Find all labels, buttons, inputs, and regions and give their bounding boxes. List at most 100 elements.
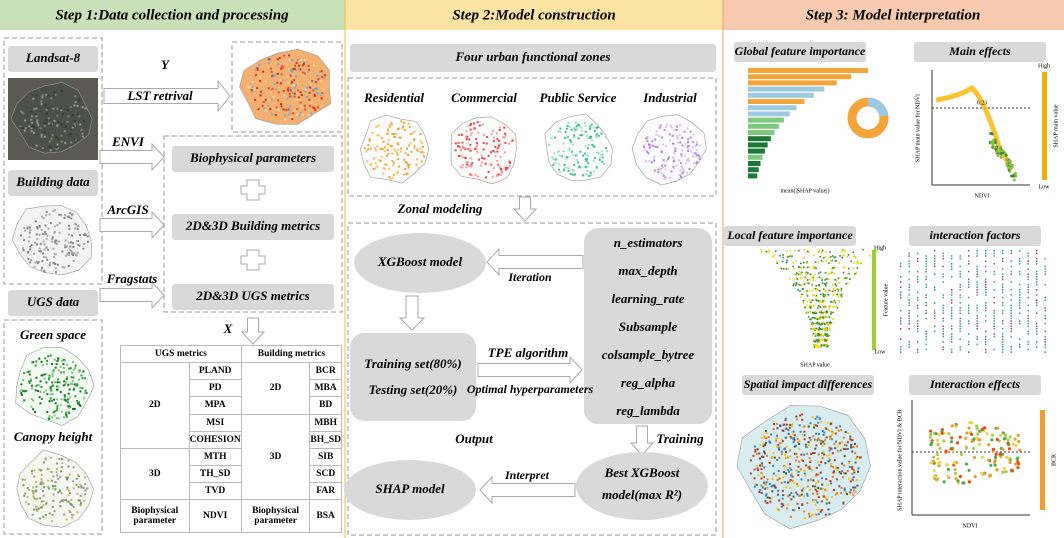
swarm-dot: [856, 267, 859, 269]
map: [15, 347, 95, 426]
map-texture: [33, 126, 36, 129]
map-texture: [54, 253, 57, 256]
map-texture: [64, 239, 67, 242]
grid-dot: [925, 255, 927, 257]
map-texture: [788, 455, 791, 458]
map-texture: [758, 491, 761, 494]
map-texture: [791, 509, 794, 512]
point: [958, 474, 962, 479]
map-texture: [557, 150, 560, 153]
map-texture: [653, 157, 656, 160]
bar-shape: [748, 130, 775, 135]
map-texture: [692, 155, 695, 158]
point: [946, 467, 951, 471]
group: Biophysical parameter: [240, 499, 311, 533]
map-texture: [484, 162, 487, 165]
map-texture: [76, 104, 79, 107]
map-texture: [309, 104, 312, 107]
point: [1016, 456, 1020, 460]
map-texture: [585, 159, 588, 162]
map-texture: [782, 494, 785, 497]
grid-dot: [968, 250, 970, 252]
map-texture: [38, 384, 41, 387]
map-texture: [799, 468, 802, 471]
map-texture: [396, 142, 399, 145]
grid-dot: [1019, 260, 1021, 262]
swarm-dot: [830, 272, 833, 275]
map-texture: [75, 254, 78, 257]
swarm-dot: [854, 255, 856, 258]
map-texture: [35, 481, 38, 484]
map-texture: [369, 164, 372, 167]
map-texture: [790, 472, 793, 475]
swarm-dot: [819, 255, 821, 258]
grid-dot: [1010, 265, 1012, 268]
grid-dot: [968, 296, 970, 299]
swarm-dot: [829, 251, 831, 253]
map-texture: [270, 91, 273, 94]
map-texture: [572, 127, 575, 130]
map-texture: [60, 458, 63, 461]
grid-dot: [908, 343, 910, 346]
map-texture: [311, 79, 314, 82]
map-texture: [51, 236, 54, 239]
map-texture: [770, 497, 773, 500]
point: [994, 148, 998, 152]
point: [942, 480, 946, 484]
map-texture: [274, 114, 277, 117]
map-texture: [299, 111, 302, 114]
swarm-dot: [806, 293, 808, 296]
swarm-dot: [831, 259, 834, 262]
map-texture: [832, 471, 835, 474]
map-texture: [461, 164, 464, 167]
swarm-dot: [816, 289, 819, 292]
map-texture: [831, 430, 834, 433]
swarm-dot: [829, 311, 832, 313]
map-texture: [822, 440, 825, 443]
map-texture: [30, 130, 33, 133]
map-texture: [761, 455, 764, 458]
map-texture: [47, 479, 50, 482]
map-texture: [828, 453, 831, 456]
map-texture: [838, 471, 841, 474]
map-texture: [585, 158, 588, 161]
grid-dot: [942, 335, 944, 338]
map-texture: [790, 468, 793, 471]
map-texture: [323, 74, 326, 77]
label: Fragstats: [106, 271, 158, 286]
map-texture: [29, 245, 32, 248]
map-texture: [255, 74, 258, 77]
map-texture: [32, 491, 35, 494]
grid-dot: [1002, 338, 1004, 340]
map-texture: [60, 140, 63, 143]
point: [1006, 441, 1010, 445]
map-texture: [792, 495, 795, 498]
grid-dot: [1010, 330, 1012, 333]
map-texture: [53, 241, 56, 244]
map-texture: [584, 152, 587, 155]
map-texture: [45, 502, 48, 505]
map-texture: [647, 143, 650, 146]
label: X: [223, 321, 233, 336]
map-texture: [31, 513, 34, 516]
swarm-dot: [853, 273, 856, 275]
swarm-dot: [801, 293, 804, 296]
arrow: [99, 280, 165, 310]
map-texture: [654, 145, 657, 148]
grid-dot: [908, 302, 910, 304]
grid-dot: [1044, 296, 1046, 299]
map-texture: [386, 132, 389, 135]
swarm-dot: [818, 329, 820, 332]
map-texture: [81, 387, 84, 390]
map-texture: [70, 376, 73, 379]
map-texture: [831, 466, 834, 469]
grid-dot: [934, 250, 936, 252]
map-texture: [812, 492, 815, 495]
swarm-dot: [815, 312, 818, 314]
swarm-dot: [803, 248, 806, 251]
grid-dot: [900, 281, 902, 283]
grid-dot: [959, 309, 961, 312]
map-texture: [497, 173, 500, 176]
map-texture: [32, 492, 35, 495]
map-texture: [669, 124, 672, 127]
